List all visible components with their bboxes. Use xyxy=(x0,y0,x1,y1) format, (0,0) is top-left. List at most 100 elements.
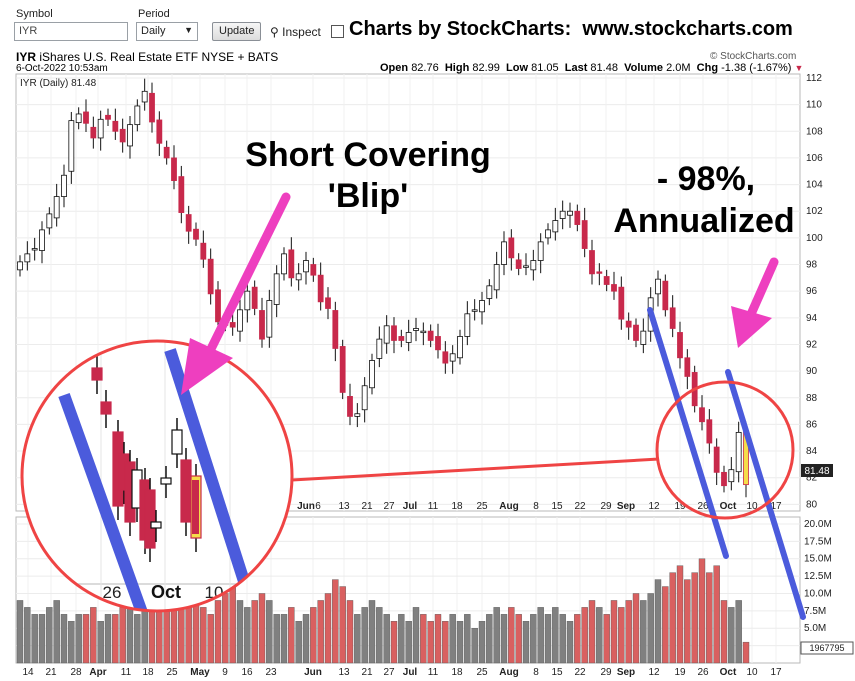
volume-bar xyxy=(706,572,713,664)
candle xyxy=(332,301,339,362)
volume-bar xyxy=(229,586,236,664)
candle-body xyxy=(640,330,647,345)
inset-candle-body xyxy=(171,429,183,455)
volume-bar xyxy=(574,614,581,664)
candle xyxy=(427,324,434,348)
candle xyxy=(39,221,45,264)
candle xyxy=(347,383,353,426)
inset-candles xyxy=(91,356,202,562)
candle-body xyxy=(178,176,185,213)
candle-body xyxy=(193,228,199,240)
volume-x-tick-label: 18 xyxy=(142,667,154,678)
volume-bar xyxy=(654,579,662,664)
candle-body xyxy=(251,286,258,309)
candle-body xyxy=(589,250,595,275)
candle xyxy=(611,271,617,300)
volume-bar xyxy=(251,600,258,664)
volume-bar xyxy=(244,607,251,664)
volume-bar xyxy=(200,607,207,664)
symbol-input[interactable]: IYR xyxy=(14,22,128,41)
price-tick-label: 106 xyxy=(806,153,823,164)
highlight-circle-small xyxy=(655,380,795,520)
candle-body xyxy=(61,174,67,197)
candle xyxy=(413,317,419,342)
period-label: Period xyxy=(138,8,170,20)
volume-x-tick-label: 8 xyxy=(533,667,539,678)
volume-bar xyxy=(713,565,720,664)
price-x-tick-label: Jul xyxy=(403,501,418,512)
candle xyxy=(171,145,177,190)
candle-body xyxy=(479,300,485,313)
price-x-tick-label: Oct xyxy=(720,501,737,512)
candle-body xyxy=(721,471,727,487)
volume-bar xyxy=(544,614,552,664)
candle-body xyxy=(237,309,243,332)
candle xyxy=(537,233,544,274)
volume-bar xyxy=(222,593,229,664)
candle-body xyxy=(310,264,317,276)
candle-body xyxy=(625,320,632,328)
candle-body xyxy=(317,274,324,303)
inset-candle-body xyxy=(180,459,192,523)
inspect-toggle[interactable]: ⚲ Inspect xyxy=(270,25,321,39)
volume-bar xyxy=(610,600,618,664)
update-button[interactable]: Update xyxy=(212,22,262,41)
candle xyxy=(545,223,551,245)
ticker-symbol: IYR xyxy=(16,50,37,64)
price-tick-label: 96 xyxy=(806,286,818,297)
volume-tick-label: 20.0M xyxy=(804,519,832,530)
price-tick-label: 112 xyxy=(806,73,822,84)
chart-title: IYR iShares U.S. Real Estate ETF NYSE + … xyxy=(16,50,278,64)
volume-bar xyxy=(647,593,654,664)
price-x-tick-label: 26 xyxy=(697,501,709,512)
candle-body xyxy=(413,328,419,331)
exchange-label: NYSE + BATS xyxy=(201,50,279,64)
volume-x-tick-label: 15 xyxy=(551,667,563,678)
candle-body xyxy=(369,360,375,389)
candle-body xyxy=(149,92,155,123)
price-x-tick-label: Jun xyxy=(297,501,315,512)
candlestick-series xyxy=(17,78,749,498)
candle xyxy=(163,140,170,165)
volume-bar xyxy=(478,621,486,664)
volume-bar xyxy=(361,607,368,664)
volume-tick-label: 17.5M xyxy=(804,536,832,547)
volume-x-tick-label: Jul xyxy=(403,667,418,678)
volume-bar xyxy=(552,607,559,664)
volume-bar xyxy=(405,621,412,664)
volume-bar xyxy=(295,621,302,664)
candle xyxy=(530,249,537,281)
candle xyxy=(567,202,573,228)
series-legend: IYR (Daily) 81.48 xyxy=(20,78,97,89)
volume-bar xyxy=(603,614,610,664)
inspect-checkbox[interactable] xyxy=(331,25,344,38)
volume-bar xyxy=(676,565,684,664)
volume-x-tick-label: 12 xyxy=(648,667,660,678)
volume-series xyxy=(16,558,750,664)
volume-bar xyxy=(207,614,214,664)
volume-bar xyxy=(75,614,82,664)
candle xyxy=(581,207,588,258)
period-select[interactable]: Daily ▼ xyxy=(136,22,198,41)
price-x-tick-label: 11 xyxy=(428,501,439,512)
last-price-tag-text: 81.48 xyxy=(804,466,829,477)
volume-x-tick-label: 10 xyxy=(746,667,758,678)
volume-bar xyxy=(46,607,53,664)
candle-body xyxy=(200,242,207,260)
search-icon: ⚲ xyxy=(270,25,279,39)
volume-x-tick-label: 25 xyxy=(166,667,178,678)
open-label: Open xyxy=(380,62,409,74)
volume-bar xyxy=(280,614,288,664)
price-tick-label: 100 xyxy=(806,233,823,244)
candle-body xyxy=(24,253,31,263)
candle-body xyxy=(457,336,463,359)
candle-body xyxy=(537,241,544,261)
volume-x-tick-label: 27 xyxy=(383,667,395,678)
channel-line-lower xyxy=(647,307,729,559)
last-value: 81.48 xyxy=(590,62,618,74)
volume-value: 2.0M xyxy=(666,62,691,74)
candle-body xyxy=(90,126,97,139)
volume-bar xyxy=(214,600,222,664)
candle xyxy=(706,409,713,454)
volume-bar xyxy=(273,614,280,664)
